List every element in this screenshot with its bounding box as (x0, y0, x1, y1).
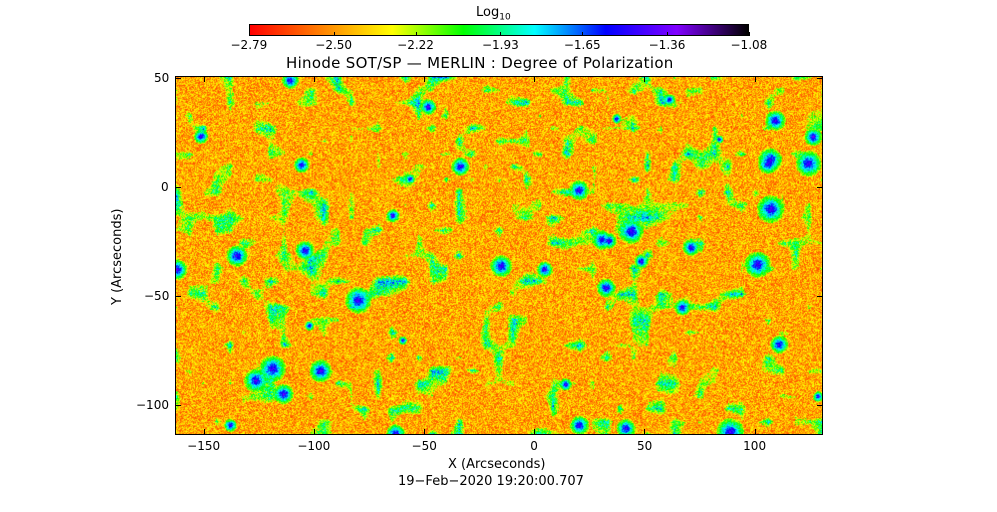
y-tick (175, 186, 181, 188)
y-tick-right (817, 295, 823, 297)
colorbar (249, 24, 749, 36)
colorbar-tick-label: −1.93 (481, 38, 519, 52)
x-tick (754, 429, 756, 435)
x-tick-label: −50 (411, 439, 437, 453)
y-tick-label: 0 (161, 179, 169, 194)
colorbar-tick (749, 32, 750, 36)
y-axis-label: Y (Arcseconds) (110, 208, 125, 305)
x-tick (644, 429, 646, 435)
y-tick (175, 404, 181, 406)
x-tick-top (644, 76, 646, 82)
colorbar-tick (249, 32, 250, 36)
y-tick (175, 295, 181, 297)
x-tick (313, 429, 315, 435)
x-tick-top (424, 76, 426, 82)
x-tick-label: −150 (187, 439, 221, 453)
colorbar-tick (500, 32, 502, 36)
timestamp: 19−Feb−2020 19:20:00.707 (398, 474, 584, 489)
x-tick-top (534, 76, 536, 82)
y-tick (175, 78, 181, 80)
x-tick-top (313, 76, 315, 82)
x-axis-label: X (Arcseconds) (448, 457, 546, 472)
x-tick-top (754, 76, 756, 82)
y-tick-right (817, 78, 823, 80)
colorbar-label: Log10 (476, 5, 511, 23)
x-tick-label: 0 (530, 439, 538, 453)
colorbar-tick (333, 32, 335, 36)
colorbar-tick-label: −1.36 (648, 38, 686, 52)
y-tick-right (817, 404, 823, 406)
colorbar-tick-label: −1.08 (730, 38, 768, 52)
colorbar-tick (415, 32, 417, 36)
x-tick-top (203, 76, 205, 82)
y-tick-label: −100 (136, 397, 169, 412)
colorbar-tick (667, 32, 669, 36)
polarization-heatmap (176, 77, 822, 434)
y-tick-right (817, 186, 823, 188)
y-tick-label: −50 (144, 288, 170, 303)
x-tick (424, 429, 426, 435)
colorbar-tick-label: −2.50 (315, 38, 353, 52)
colorbar-tick-label: −1.65 (563, 38, 601, 52)
colorbar-tick (582, 32, 584, 36)
colorbar-tick-label: −2.22 (397, 38, 434, 52)
y-tick-label: 50 (154, 71, 170, 86)
x-tick (534, 429, 536, 435)
x-tick-label: −100 (297, 439, 331, 453)
x-tick-label: 50 (636, 439, 653, 453)
heatmap-plot-area (175, 76, 823, 435)
x-tick (203, 429, 205, 435)
colorbar-tick-label: −2.79 (230, 38, 268, 52)
x-tick-label: 100 (743, 439, 767, 453)
chart-title: Hinode SOT/SP — MERLIN : Degree of Polar… (286, 54, 674, 72)
